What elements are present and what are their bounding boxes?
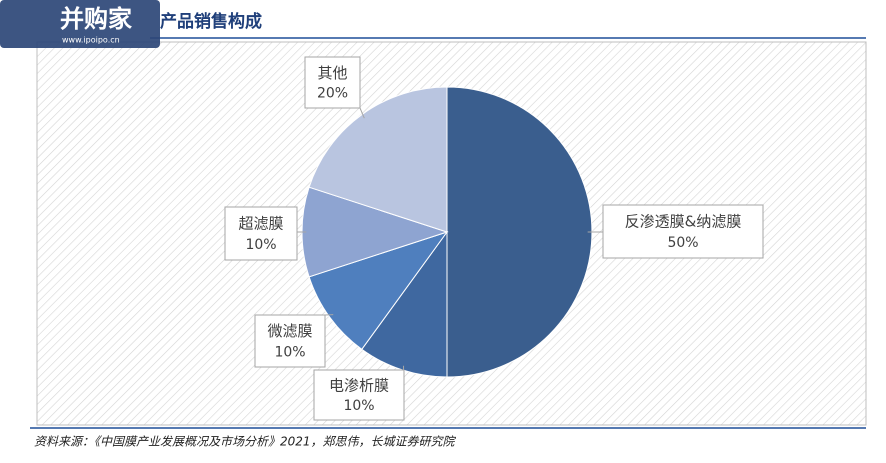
label-box <box>224 206 298 261</box>
label-box <box>304 56 361 109</box>
slice-label: 反渗透膜&纳滤膜 <box>625 212 742 230</box>
slice-label: 微滤膜 <box>267 322 312 340</box>
logo-url: www.ipoipo.cn <box>62 36 120 45</box>
leader-line <box>359 107 365 119</box>
label-box <box>602 204 764 259</box>
slice-label: 电渗析膜 <box>329 377 389 395</box>
slice-value: 10% <box>274 344 305 360</box>
slice-label: 其他 <box>317 64 347 82</box>
slice-value: 10% <box>245 237 276 253</box>
source-note: 资料来源：《中国膜产业发展概况及市场分析》2021，郑思伟，长城证券研究院 <box>34 435 457 449</box>
logo-box <box>0 0 160 48</box>
slice-value: 20% <box>317 86 348 102</box>
pie-slice <box>308 231 449 351</box>
slice-value: 50% <box>667 235 698 251</box>
pie-slice <box>308 86 448 233</box>
slice-label: 超滤膜 <box>238 214 283 232</box>
label-box <box>313 369 405 421</box>
label-box <box>254 314 326 368</box>
slice-value: 10% <box>343 398 374 414</box>
watermark: 并购家 www.ipoipo.cn <box>0 0 160 48</box>
logo-brand: 并购家 <box>60 5 132 33</box>
chart-title: 产品销售构成 <box>160 11 262 32</box>
